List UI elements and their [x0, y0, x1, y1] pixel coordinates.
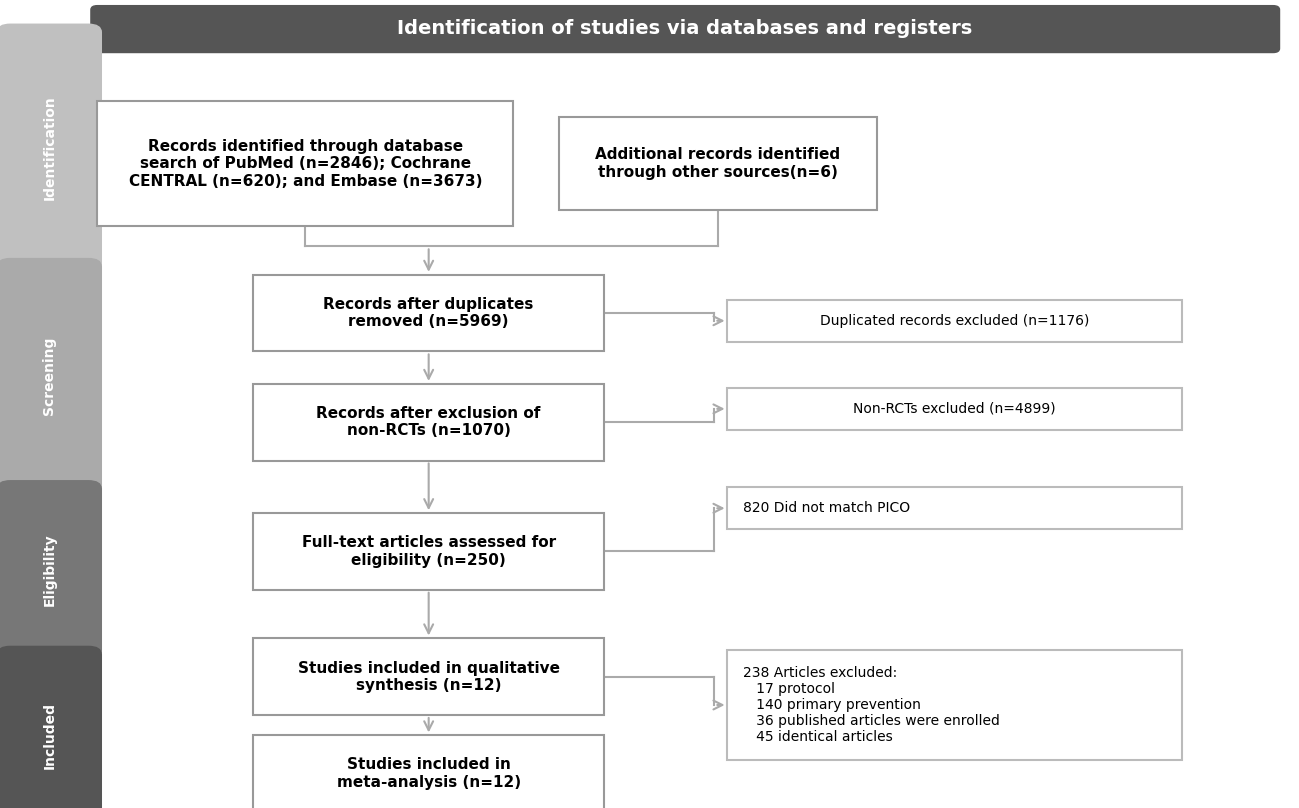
Text: Full-text articles assessed for
eligibility (n=250): Full-text articles assessed for eligibil…: [301, 535, 556, 568]
FancyBboxPatch shape: [97, 101, 513, 226]
FancyBboxPatch shape: [559, 117, 877, 210]
Text: Studies included in
meta-analysis (n=12): Studies included in meta-analysis (n=12): [336, 757, 521, 790]
FancyBboxPatch shape: [0, 259, 101, 493]
Text: Eligibility: Eligibility: [43, 533, 56, 606]
Text: Studies included in qualitative
synthesis (n=12): Studies included in qualitative synthesi…: [297, 660, 560, 693]
FancyBboxPatch shape: [0, 646, 101, 808]
FancyBboxPatch shape: [253, 513, 604, 590]
FancyBboxPatch shape: [0, 24, 101, 271]
FancyBboxPatch shape: [91, 6, 1280, 53]
Text: 820 Did not match PICO: 820 Did not match PICO: [743, 501, 911, 516]
FancyBboxPatch shape: [727, 650, 1182, 760]
Text: 238 Articles excluded:
   17 protocol
   140 primary prevention
   36 published : 238 Articles excluded: 17 protocol 140 p…: [743, 666, 1000, 744]
Text: Additional records identified
through other sources(n=6): Additional records identified through ot…: [595, 147, 840, 180]
Text: Identification: Identification: [43, 95, 56, 200]
Text: Duplicated records excluded (n=1176): Duplicated records excluded (n=1176): [820, 314, 1090, 328]
FancyBboxPatch shape: [253, 735, 604, 808]
FancyBboxPatch shape: [253, 275, 604, 351]
FancyBboxPatch shape: [727, 300, 1182, 342]
FancyBboxPatch shape: [0, 481, 101, 659]
Text: Included: Included: [43, 702, 56, 768]
Text: Records after exclusion of
non-RCTs (n=1070): Records after exclusion of non-RCTs (n=1…: [317, 406, 540, 439]
Text: Records after duplicates
removed (n=5969): Records after duplicates removed (n=5969…: [323, 297, 534, 330]
Text: Screening: Screening: [43, 337, 56, 415]
FancyBboxPatch shape: [727, 487, 1182, 529]
FancyBboxPatch shape: [727, 388, 1182, 430]
FancyBboxPatch shape: [253, 638, 604, 715]
Text: Identification of studies via databases and registers: Identification of studies via databases …: [397, 19, 972, 38]
Text: Records identified through database
search of PubMed (n=2846); Cochrane
CENTRAL : Records identified through database sear…: [129, 139, 482, 188]
FancyBboxPatch shape: [253, 384, 604, 461]
Text: Non-RCTs excluded (n=4899): Non-RCTs excluded (n=4899): [853, 402, 1056, 416]
